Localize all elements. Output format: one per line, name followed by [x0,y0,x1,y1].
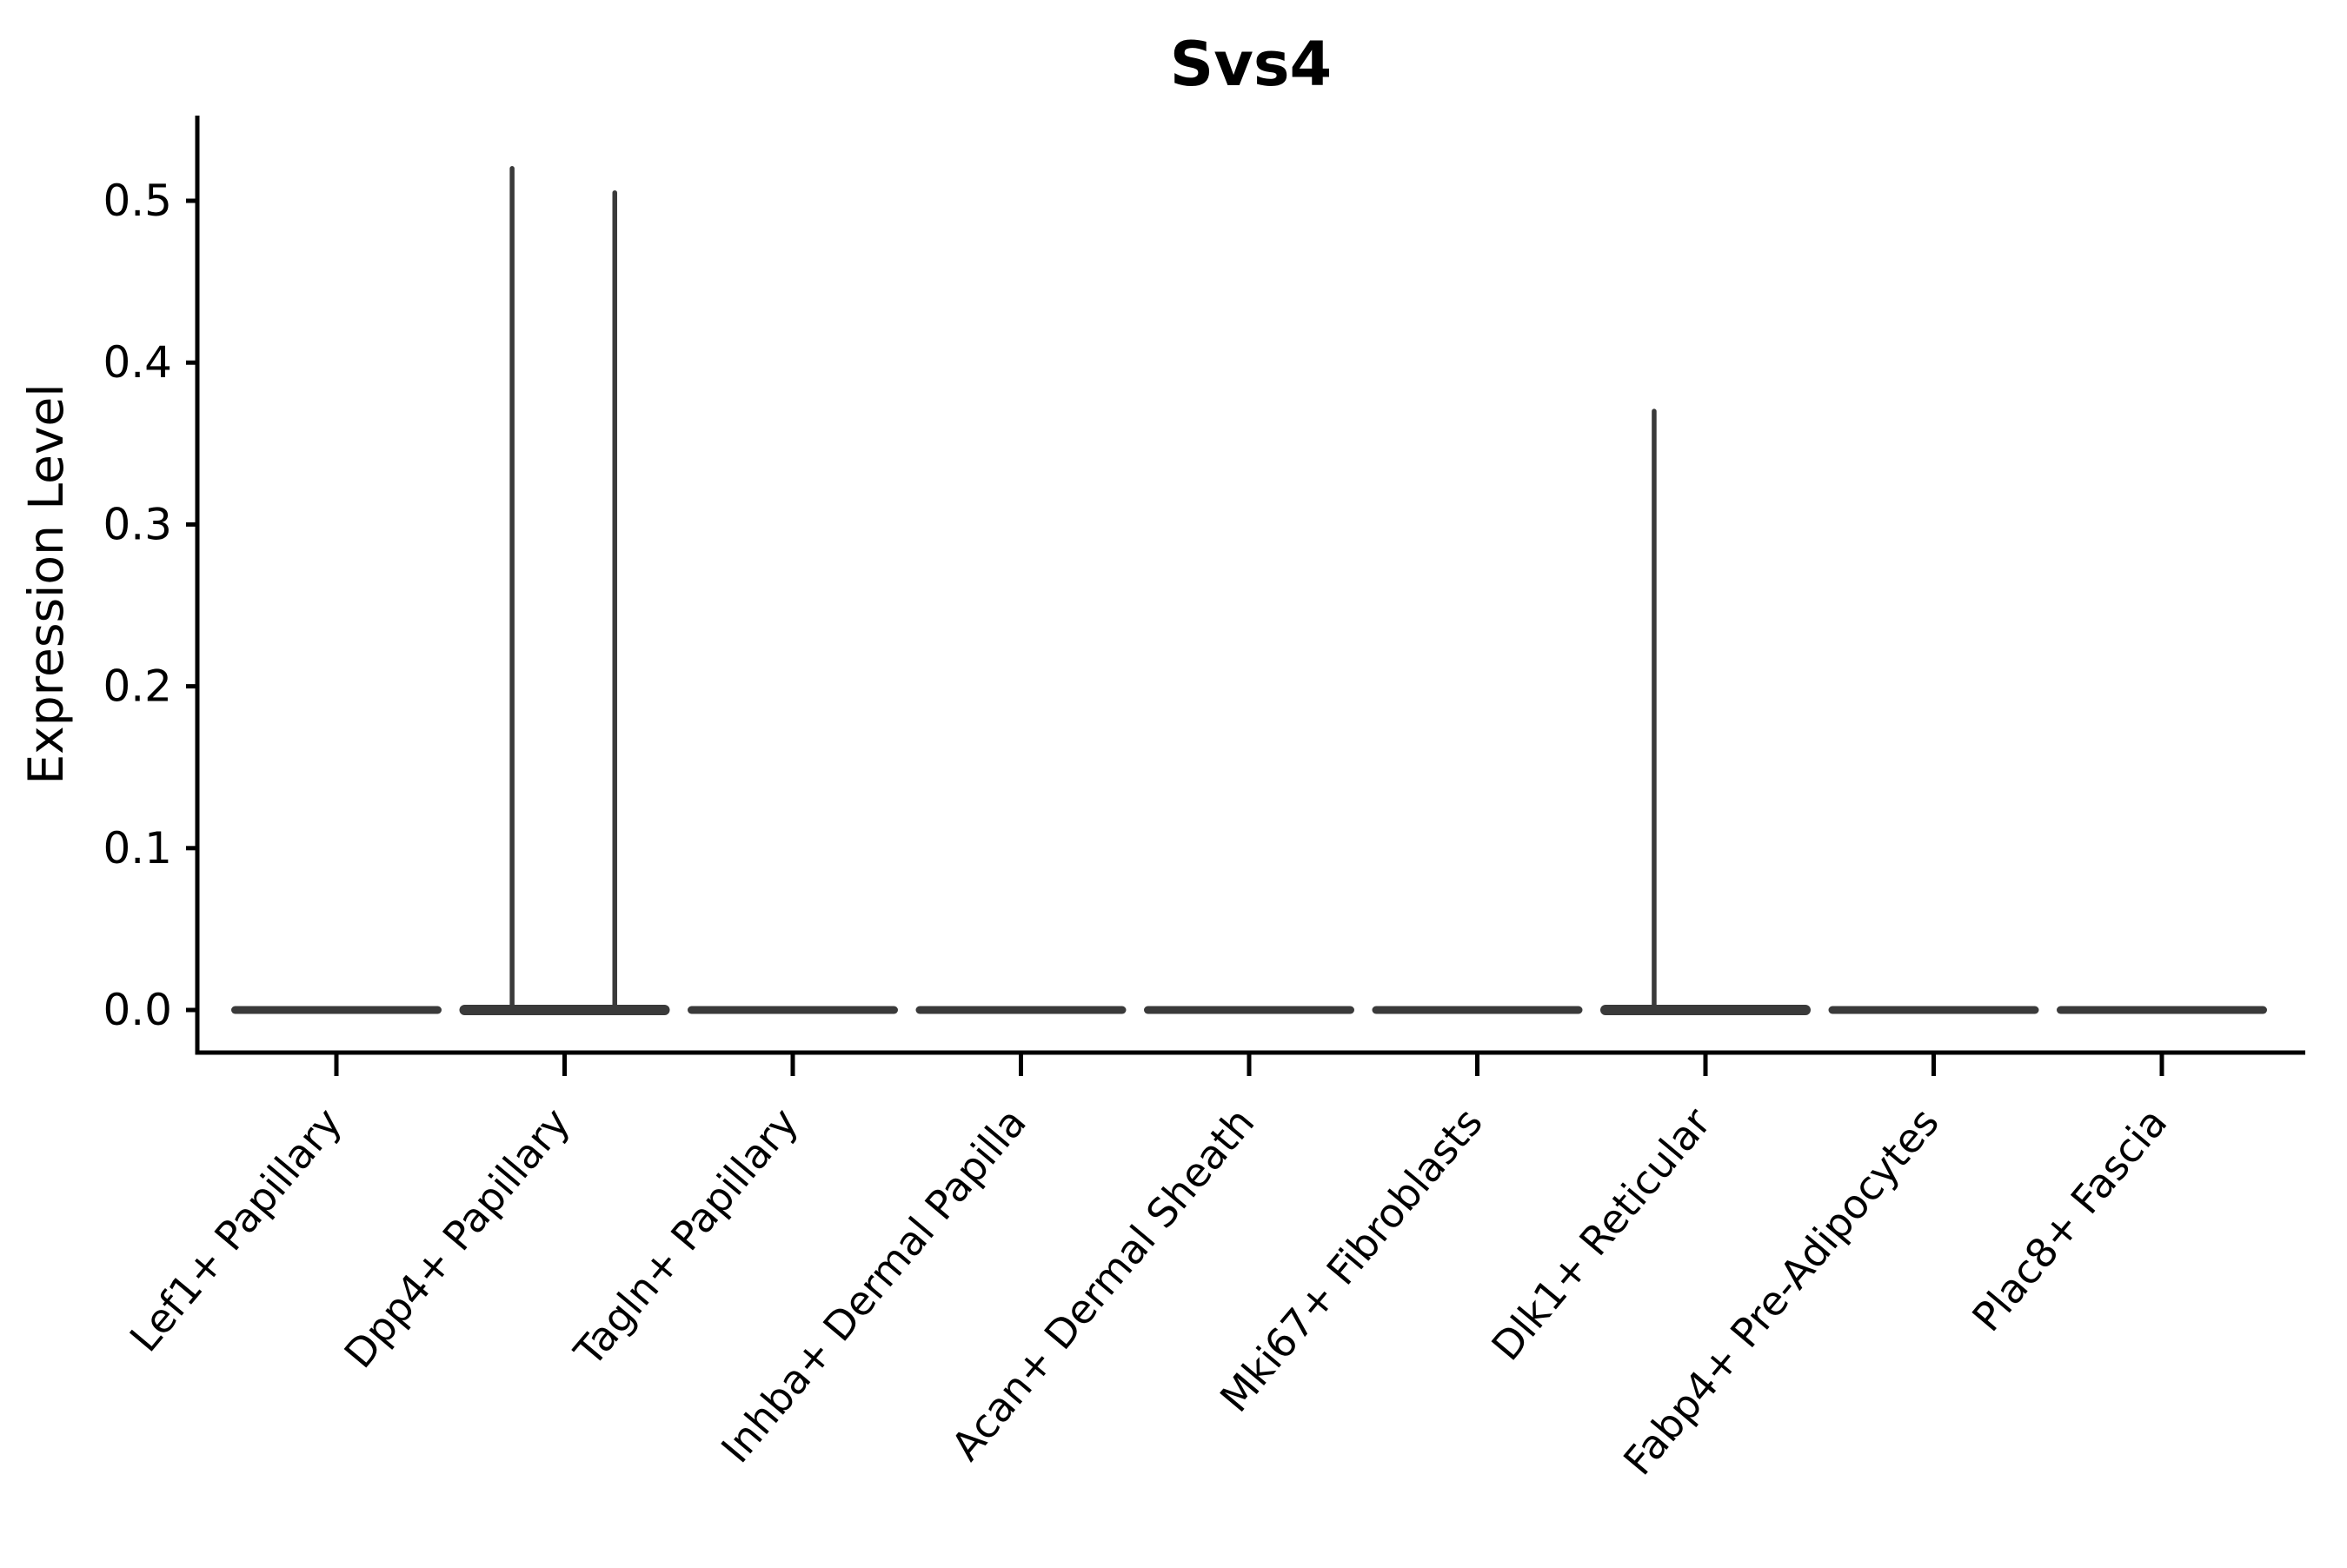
y-axis-label: Expression Level [18,383,74,784]
x-tick-label: Dpp4+ Papillary [335,1099,578,1377]
x-tick-label: Tagln+ Papillary [564,1099,807,1375]
violin-bar [231,1006,442,1014]
y-tick-label: 0.2 [103,661,172,712]
violin-bar [1144,1006,1354,1014]
y-tick-label: 0.0 [103,985,172,1035]
violins-layer [231,166,2267,1015]
violin-bar [459,1005,670,1015]
y-tick-label: 0.3 [103,499,172,549]
x-tick-label: Mki67+ Fibroblasts [1211,1099,1492,1420]
chart-title: Svs4 [1170,29,1332,100]
axis-spines [195,116,2305,1055]
violin-bar [1600,1005,1811,1015]
x-tick-label: Dlk1+ Reticular [1482,1099,1719,1369]
x-tick-label: Plac8+ Fascia [1963,1099,2176,1340]
axes-layer [186,116,2305,1076]
violin-bar [915,1006,1127,1014]
violin-bar [1828,1006,2039,1014]
y-tick-label: 0.4 [103,337,172,388]
violin-bar [688,1006,898,1014]
y-tick-label: 0.5 [103,176,172,226]
y-tick-label: 0.1 [103,823,172,874]
violin-bar [1372,1006,1583,1014]
x-tick-label: Lef1+ Papillary [121,1099,351,1360]
violin-bar [2057,1006,2267,1014]
